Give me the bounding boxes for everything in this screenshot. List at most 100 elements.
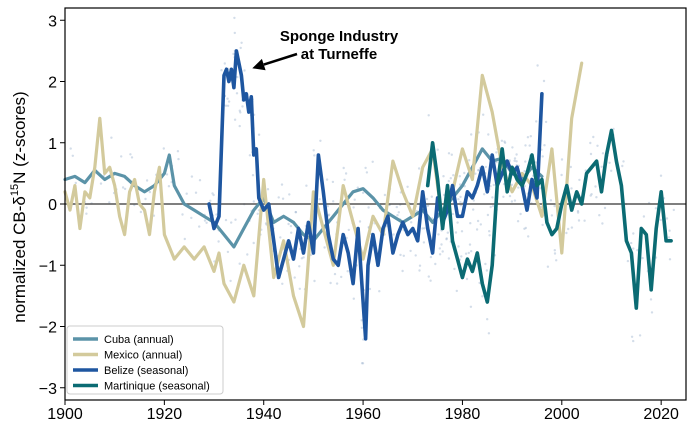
scatter-point (565, 231, 568, 235)
scatter-point (279, 236, 282, 239)
scatter-point (332, 200, 335, 203)
scatter-point (238, 109, 241, 112)
scatter-point (327, 213, 331, 216)
scatter-point (340, 275, 343, 279)
scatter-point (464, 252, 468, 255)
scatter-point (543, 144, 546, 147)
scatter-point (610, 169, 613, 172)
scatter-point (356, 186, 359, 189)
scatter-point (257, 133, 261, 136)
annotation-line1: Sponge Industry (280, 28, 399, 45)
scatter-point (248, 154, 252, 157)
scatter-point (457, 198, 460, 201)
scatter-point (456, 221, 459, 224)
scatter-point (632, 232, 635, 235)
scatter-point (515, 160, 518, 163)
scatter-point (298, 287, 301, 290)
scatter-point (353, 198, 356, 201)
scatter-point (236, 75, 239, 79)
scatter-point (194, 191, 198, 194)
scatter-point (319, 139, 322, 142)
scatter-point (487, 332, 491, 335)
scatter-point (399, 253, 402, 257)
scatter-point (649, 298, 653, 301)
scatter-point (516, 220, 520, 223)
scatter-point (185, 192, 188, 195)
scatter-point (455, 289, 458, 293)
scatter-point (383, 193, 387, 197)
y-axis-label-superscript: 15 (9, 184, 21, 196)
scatter-point (523, 227, 526, 230)
scatter-point (529, 135, 532, 138)
scatter-point (495, 151, 498, 154)
scatter-point (368, 287, 372, 291)
scatter-point (452, 174, 455, 177)
scatter-point (553, 249, 556, 252)
scatter-point (281, 282, 284, 285)
scatter-point (502, 195, 505, 198)
scatter-point (528, 144, 531, 147)
scatter-point (418, 264, 422, 267)
scatter-point (99, 182, 103, 185)
scatter-point (513, 199, 517, 202)
scatter-point (515, 153, 518, 156)
scatter-point (445, 237, 448, 240)
scatter-point (313, 279, 316, 283)
scatter-point (472, 208, 475, 211)
scatter-point (513, 159, 516, 162)
scatter-point (234, 218, 237, 221)
scatter-point (203, 219, 207, 222)
scatter-point (129, 153, 132, 156)
scatter-point (451, 212, 455, 216)
scatter-point (475, 228, 479, 231)
scatter-point (434, 262, 437, 266)
y-axis-label-main: normalized CB-δ (10, 196, 29, 323)
scatter-point (596, 144, 599, 147)
scatter-point (636, 249, 639, 252)
y-tick-label: 2 (48, 75, 57, 92)
legend-box (66, 325, 224, 395)
scatter-point (440, 243, 443, 246)
scatter-point (477, 169, 480, 172)
annotation-arrow (263, 52, 298, 66)
scatter-point (251, 174, 255, 177)
scatter-point (427, 275, 430, 278)
scatter-point (427, 114, 430, 117)
legend: Cuba (annual) Mexico (annual) Belize (seas… (66, 325, 224, 395)
scatter-point (238, 124, 241, 128)
y-axis-label: normalized CB-δ15N (z-scores) (9, 91, 29, 322)
scatter-point (453, 267, 456, 271)
scatter-point (74, 181, 78, 185)
scatter-point (392, 233, 395, 236)
scatter-point (447, 179, 450, 183)
scatter-point (484, 165, 488, 169)
scatter-point (458, 175, 461, 178)
scatter-point (621, 164, 624, 168)
scatter-point (312, 149, 315, 152)
annotation-line2: at Turneffe (301, 46, 377, 63)
series-line-3 (207, 49, 544, 341)
scatter-point (401, 269, 404, 273)
series-lines (63, 49, 673, 341)
scatter-point (638, 334, 642, 337)
scatter-point (429, 279, 432, 282)
scatter-point (165, 173, 169, 176)
scatter-point (227, 100, 231, 103)
legend-label: Belize (seasonal) (104, 365, 188, 377)
scatter-point (414, 254, 417, 257)
scatter-point (535, 120, 538, 123)
legend-label: Mexico (annual) (104, 350, 182, 362)
scatter-point (491, 196, 494, 199)
scatter-point (491, 204, 495, 208)
scatter-point (436, 148, 439, 151)
scatter-point (479, 223, 482, 226)
scatter-point (508, 194, 512, 198)
scatter-point (190, 175, 194, 178)
scatter-point (344, 172, 348, 175)
scatter-point (630, 335, 634, 338)
y-axis-label-tail: N (z-scores) (10, 91, 29, 184)
scatter-point (486, 318, 489, 321)
scatter-point (595, 196, 598, 199)
scatter-point (361, 362, 365, 365)
scatter-point (601, 222, 604, 225)
